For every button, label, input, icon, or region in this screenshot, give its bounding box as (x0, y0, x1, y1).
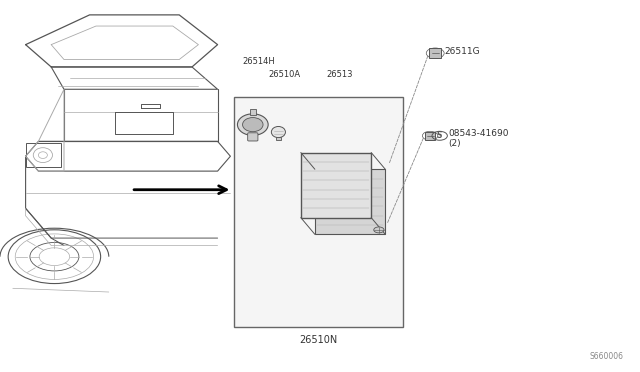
Bar (301, 153, 371, 218)
Bar (234, 97, 403, 327)
FancyBboxPatch shape (248, 133, 258, 141)
Text: S: S (437, 131, 442, 140)
Circle shape (374, 227, 384, 233)
Ellipse shape (237, 114, 268, 135)
FancyBboxPatch shape (425, 132, 435, 140)
FancyBboxPatch shape (429, 48, 441, 58)
Ellipse shape (271, 126, 285, 138)
Bar (250, 109, 256, 115)
Bar (276, 137, 281, 140)
Bar (315, 169, 385, 234)
Text: 26510A: 26510A (269, 70, 301, 79)
Text: 26511G: 26511G (445, 47, 481, 56)
Text: 08543-41690: 08543-41690 (449, 129, 509, 138)
Text: 26514H: 26514H (242, 57, 275, 66)
Text: 26510N: 26510N (299, 336, 337, 345)
Bar (26, 143, 61, 167)
Text: 26513: 26513 (326, 70, 353, 79)
Text: S660006: S660006 (590, 352, 624, 361)
Ellipse shape (243, 118, 263, 132)
Text: (2): (2) (449, 139, 461, 148)
